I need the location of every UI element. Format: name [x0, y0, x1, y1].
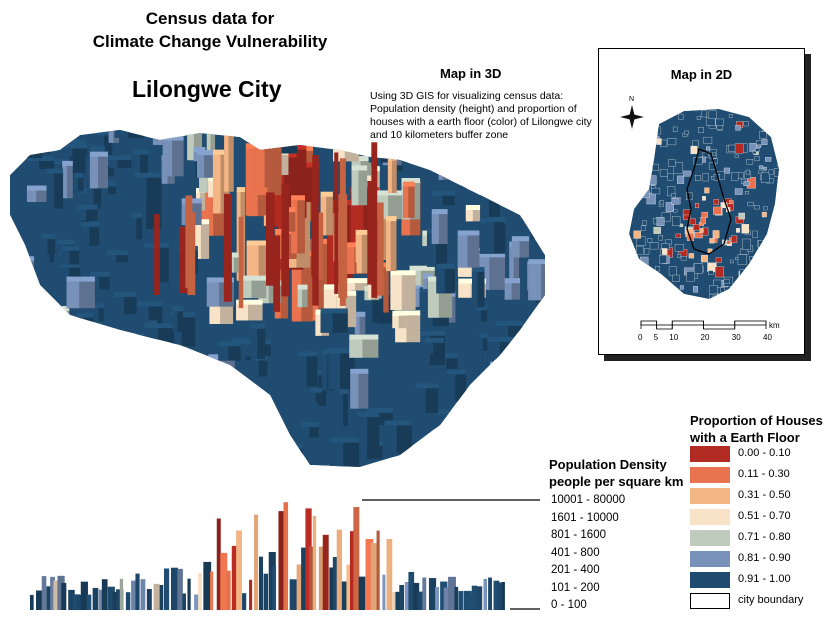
density-legend-title-line-2: people per square km [549, 474, 684, 489]
legend-label: city boundary [738, 594, 804, 606]
map-2d-view: N 0 5 10 20 30 40 km [620, 96, 780, 342]
legend-label: 0.00 - 0.10 [738, 447, 791, 459]
legend-swatch [690, 551, 730, 567]
map-2d-title: Map in 2D [670, 67, 733, 82]
map-2d-polygons [629, 109, 779, 299]
density-class-label: 1601 - 10000 [551, 511, 619, 524]
density-class-label: 101 - 200 [551, 581, 600, 594]
legend-swatch-boundary [690, 593, 730, 609]
city-boundary [686, 148, 732, 255]
legend-swatch [690, 467, 730, 483]
density-class-label: 0 - 100 [551, 599, 587, 611]
map-2d-panel: N 0 5 10 20 30 40 km Map in 2D [598, 48, 805, 355]
density-profile-view [30, 499, 540, 610]
legend-label: 0.91 - 1.00 [738, 573, 791, 585]
density-class-label: 801 - 1600 [551, 529, 606, 541]
city-title: Lilongwe City [132, 76, 282, 102]
density-class-label: 10001 - 80000 [551, 494, 626, 506]
legend-swatch [690, 488, 730, 504]
profile-bars [30, 502, 505, 610]
legend-swatch [690, 572, 730, 588]
legend-swatch [690, 446, 730, 462]
map-3d-title: Map in 3D [440, 66, 502, 81]
title-line-2: Climate Change Vulnerability [92, 32, 328, 51]
scale-tick-label: 40 [763, 333, 772, 342]
legend-label: 0.31 - 0.50 [738, 489, 791, 501]
floor-legend-title-line-2: with a Earth Floor [690, 430, 800, 445]
legend-label: 0.71 - 0.80 [738, 531, 791, 543]
density-legend-title: Population Density people per square km [549, 456, 749, 490]
density-class-label: 401 - 800 [551, 546, 600, 559]
legend-label: 0.81 - 0.90 [738, 552, 791, 564]
legend-swatch [690, 530, 730, 546]
scale-tick-label: 0 [638, 333, 643, 342]
density-legend-title-line-1: Population Density [549, 457, 667, 472]
legend-swatch [690, 509, 730, 525]
floor-legend-title: Proportion of Houses with a Earth Floor [690, 412, 837, 446]
legend-label: 0.11 - 0.30 [738, 468, 790, 480]
scale-tick-label: 5 [654, 333, 659, 342]
scale-tick-label: 30 [732, 333, 741, 342]
scale-tick-label: 10 [669, 333, 678, 342]
map-3d-view [10, 130, 545, 467]
north-label: N [629, 96, 634, 103]
density-class-label: 201 - 400 [551, 564, 600, 576]
scale-unit-label: km [769, 321, 780, 330]
scale-bar: 0 5 10 20 30 40 km [638, 320, 780, 342]
floor-legend-title-line-1: Proportion of Houses [690, 413, 823, 428]
title-line-1: Census data for [145, 9, 275, 28]
scale-tick-label: 20 [701, 333, 710, 342]
map-3d-description: Using 3D GIS for visualizing census data… [370, 90, 592, 141]
legend-label: 0.51 - 0.70 [738, 510, 791, 522]
north-arrow-icon: N [620, 96, 644, 129]
